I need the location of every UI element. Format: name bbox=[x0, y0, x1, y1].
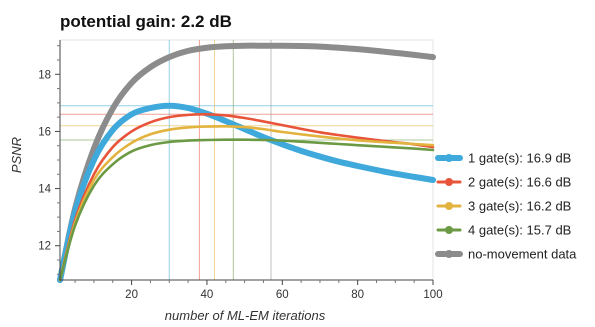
x-tick-label: 20 bbox=[125, 289, 138, 301]
y-tick-label: 18 bbox=[38, 69, 51, 81]
y-axis-label: PSNR bbox=[9, 137, 24, 173]
legend-item-4: 4 gate(s): 15.7 dB bbox=[436, 223, 571, 238]
x-tick-label: 100 bbox=[423, 289, 442, 301]
legend-item-5: no-movement data bbox=[435, 247, 577, 262]
y-tick-label: 12 bbox=[38, 241, 51, 253]
legend-label: 1 gate(s): 16.9 dB bbox=[468, 151, 571, 166]
series-lines bbox=[57, 42, 436, 283]
legend-label: 2 gate(s): 16.6 dB bbox=[468, 175, 571, 190]
y-tick-label: 14 bbox=[38, 184, 51, 196]
chart-title: potential gain: 2.2 dB bbox=[60, 12, 232, 31]
series-line-5 bbox=[57, 42, 436, 283]
legend-swatch-marker bbox=[445, 202, 453, 210]
plot-frame bbox=[59, 39, 434, 281]
legend: 1 gate(s): 16.9 dB 2 gate(s): 16.6 dB 3 ga… bbox=[435, 151, 577, 262]
legend-label: 4 gate(s): 15.7 dB bbox=[468, 223, 571, 238]
series-line-2 bbox=[58, 112, 435, 282]
legend-swatch-marker bbox=[445, 226, 453, 234]
x-axis-label: number of ML-EM iterations bbox=[165, 308, 326, 323]
x-tick-label: 80 bbox=[351, 289, 364, 301]
legend-item-2: 2 gate(s): 16.6 dB bbox=[436, 175, 571, 190]
legend-label: 3 gate(s): 16.2 dB bbox=[468, 199, 571, 214]
series-line-3 bbox=[58, 124, 435, 282]
legend-item-1: 1 gate(s): 16.9 dB bbox=[435, 151, 571, 166]
x-tick-label: 60 bbox=[276, 289, 289, 301]
x-tick-label: 40 bbox=[201, 289, 214, 301]
legend-swatch-marker bbox=[445, 178, 453, 186]
legend-label: no-movement data bbox=[468, 247, 577, 262]
legend-swatch-marker bbox=[445, 250, 453, 258]
legend-item-3: 3 gate(s): 16.2 dB bbox=[436, 199, 571, 214]
series-line-1 bbox=[57, 102, 436, 283]
legend-swatch-marker bbox=[445, 154, 453, 162]
series-line-4 bbox=[58, 138, 435, 282]
axis-ticks: 20 40 60 80 100 12 14 16 18 bbox=[38, 45, 443, 301]
y-tick-label: 16 bbox=[38, 126, 51, 138]
